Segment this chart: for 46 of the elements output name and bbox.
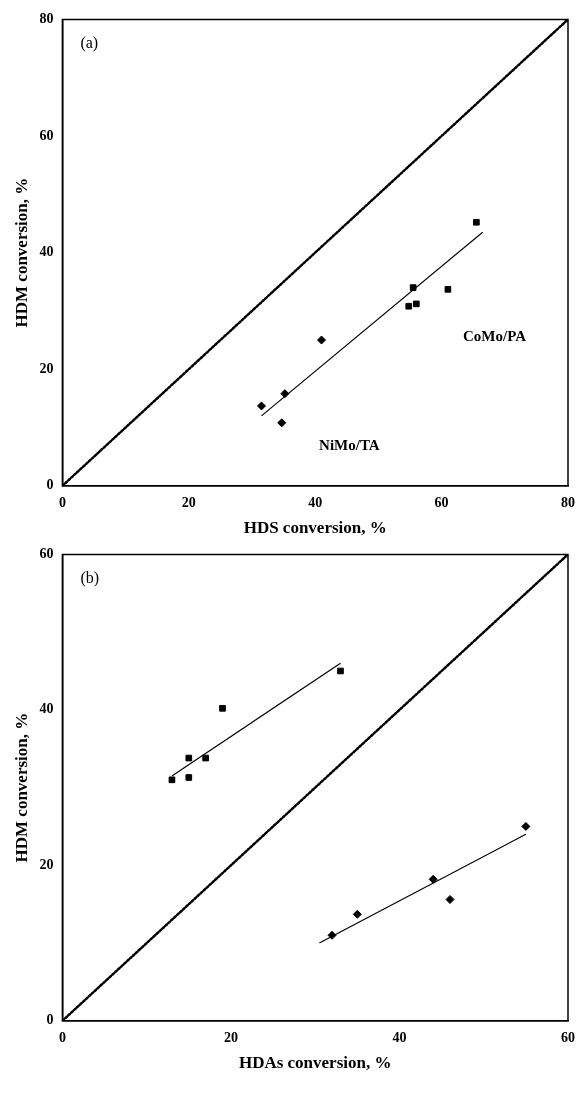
- x-tick-label: 60: [561, 1029, 575, 1045]
- point: [256, 401, 266, 411]
- x-tick-label: 0: [58, 1029, 66, 1045]
- point: [412, 300, 420, 308]
- y-tick-label: 60: [39, 546, 54, 562]
- point: [428, 874, 438, 884]
- x-tick-label: 20: [181, 494, 196, 510]
- x-tick-label: 80: [561, 494, 575, 510]
- point: [202, 754, 209, 762]
- y-axis-title: HDM conversion, %: [11, 177, 31, 328]
- point: [445, 895, 455, 905]
- point: [405, 302, 413, 310]
- point: [521, 821, 531, 831]
- y-tick-label: 60: [39, 127, 54, 143]
- point: [444, 286, 452, 293]
- x-tick-label: 0: [58, 494, 66, 510]
- point: [185, 754, 193, 762]
- point: [409, 284, 417, 291]
- y-tick-label: 80: [39, 11, 54, 27]
- point: [473, 218, 480, 226]
- y-tick-label: 0: [46, 477, 54, 493]
- annotation: (b): [80, 568, 100, 587]
- x-tick-label: 60: [434, 494, 449, 510]
- point: [185, 774, 193, 781]
- x-axis-title: HDAs conversion, %: [238, 1053, 392, 1073]
- y-tick-label: 0: [46, 1012, 54, 1028]
- y-tick-label: 40: [39, 701, 54, 717]
- point: [327, 930, 337, 940]
- annotation: (a): [80, 33, 99, 52]
- y-tick-label: 40: [39, 244, 54, 260]
- text: CoMo/PA: [462, 327, 527, 344]
- x-axis-title: HDS conversion, %: [243, 518, 387, 538]
- y-tick-label: 20: [39, 856, 54, 872]
- text: NiMo/TA: [319, 436, 380, 453]
- point: [277, 418, 287, 428]
- y-tick-label: 20: [39, 360, 54, 376]
- point: [337, 667, 344, 675]
- point: [168, 776, 176, 784]
- x-tick-label: 40: [308, 494, 323, 510]
- x-tick-label: 20: [223, 1029, 238, 1045]
- point: [280, 389, 290, 399]
- y-axis-title: HDM conversion, %: [11, 712, 31, 863]
- point: [352, 909, 362, 919]
- point: [317, 335, 327, 345]
- point: [219, 704, 226, 712]
- x-tick-label: 40: [392, 1029, 407, 1045]
